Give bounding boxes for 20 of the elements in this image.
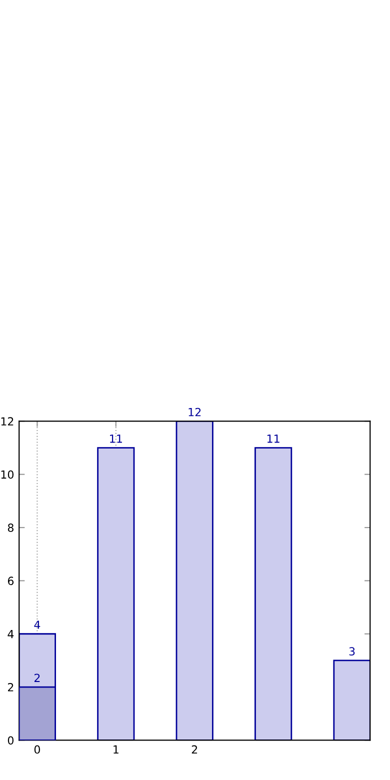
data-label: 11: [110, 434, 122, 443]
y-tick-label: 2: [8, 683, 14, 692]
data-label: 4: [34, 620, 40, 629]
data-label: 3: [349, 647, 355, 656]
bar: [176, 421, 214, 740]
x-tick-label: 0: [34, 745, 40, 754]
data-label: 12: [188, 408, 201, 416]
y-tick-label: 4: [8, 630, 14, 638]
bar: [254, 447, 292, 740]
bar: [97, 447, 135, 740]
x-tick-label: 2: [192, 745, 198, 754]
y-tick-label: 6: [8, 576, 14, 586]
y-tick-label: 10: [1, 470, 14, 479]
y-tick-label: 0: [8, 736, 14, 745]
y-tick-label: 12: [1, 417, 14, 426]
data-label: 2: [34, 674, 40, 682]
y-tick-label: 8: [8, 524, 14, 532]
data-label: 11: [267, 434, 280, 443]
x-tick-label: 1: [114, 745, 118, 754]
bar: [333, 660, 370, 740]
